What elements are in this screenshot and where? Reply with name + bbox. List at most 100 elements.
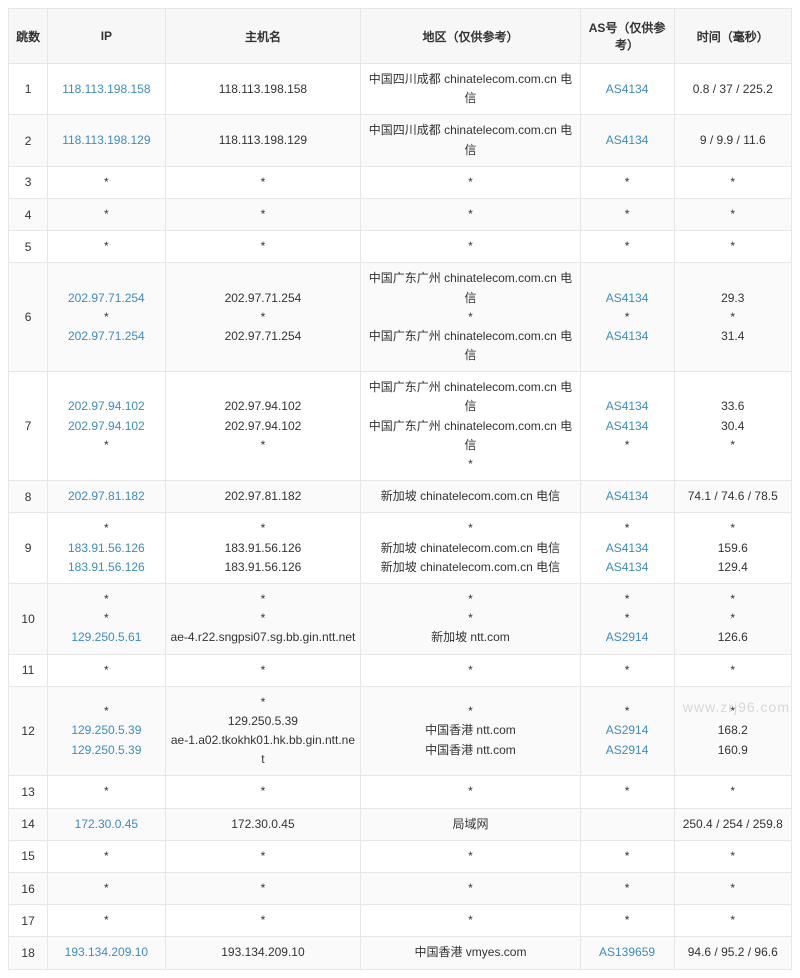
cell-time: *168.2160.9 [674, 686, 791, 776]
cell-as: * [580, 840, 674, 872]
cell-hop: 12 [9, 686, 48, 776]
as-value[interactable]: AS4134 [585, 558, 670, 577]
region-value: 中国香港 ntt.com [365, 741, 575, 760]
ip-value[interactable]: 202.97.94.102 [52, 397, 160, 416]
ip-value[interactable]: 202.97.71.254 [52, 289, 160, 308]
cell-region: **新加坡 ntt.com [361, 583, 580, 654]
ip-value[interactable]: 183.91.56.126 [52, 558, 160, 577]
cell-host: * [165, 231, 361, 263]
ip-value[interactable]: 129.250.5.39 [52, 721, 160, 740]
as-value[interactable]: AS2914 [585, 721, 670, 740]
col-as: AS号（仅供参考） [580, 9, 674, 64]
time-value: 94.6 / 95.2 / 96.6 [679, 943, 787, 962]
cell-hop: 9 [9, 513, 48, 584]
host-value: 202.97.94.102 [170, 417, 357, 436]
ip-value[interactable]: 202.97.71.254 [52, 327, 160, 346]
region-value: 中国四川成都 chinatelecom.com.cn 电信 [365, 121, 575, 159]
time-value: * [679, 519, 787, 538]
region-value: * [365, 205, 575, 224]
as-value[interactable]: AS4134 [585, 397, 670, 416]
host-value: 118.113.198.129 [170, 131, 357, 150]
as-value[interactable]: AS4134 [585, 487, 670, 506]
cell-as: AS4134 [580, 115, 674, 166]
cell-region: * [361, 231, 580, 263]
cell-time: * [674, 166, 791, 198]
cell-hop: 17 [9, 905, 48, 937]
ip-value[interactable]: 202.97.94.102 [52, 417, 160, 436]
as-value[interactable]: AS4134 [585, 417, 670, 436]
table-row: 6202.97.71.254*202.97.71.254202.97.71.25… [9, 263, 792, 372]
cell-hop: 15 [9, 840, 48, 872]
time-value: * [679, 879, 787, 898]
region-value: * [365, 847, 575, 866]
as-value[interactable]: AS4134 [585, 539, 670, 558]
host-value: * [170, 609, 357, 628]
cell-hop: 16 [9, 873, 48, 905]
as-value[interactable]: AS2914 [585, 741, 670, 760]
host-value: * [170, 173, 357, 192]
as-value: * [585, 308, 670, 327]
host-value: * [170, 590, 357, 609]
ip-value[interactable]: 129.250.5.61 [52, 628, 160, 647]
as-value[interactable]: AS4134 [585, 289, 670, 308]
cell-ip: 202.97.94.102202.97.94.102* [48, 372, 165, 481]
cell-ip: * [48, 231, 165, 263]
region-value: * [365, 237, 575, 256]
cell-host: **ae-4.r22.sngpsi07.sg.bb.gin.ntt.net [165, 583, 361, 654]
cell-time: * [674, 776, 791, 808]
region-value: 局域网 [365, 815, 575, 834]
time-value: 126.6 [679, 628, 787, 647]
as-value: * [585, 436, 670, 455]
host-value: * [170, 782, 357, 801]
cell-ip: **129.250.5.61 [48, 583, 165, 654]
time-value: 30.4 [679, 417, 787, 436]
cell-region: *新加坡 chinatelecom.com.cn 电信新加坡 chinatele… [361, 513, 580, 584]
ip-value[interactable]: 183.91.56.126 [52, 539, 160, 558]
region-value: 中国广东广州 chinatelecom.com.cn 电信 [365, 417, 575, 455]
time-value: 0.8 / 37 / 225.2 [679, 80, 787, 99]
table-row: 2118.113.198.129118.113.198.129中国四川成都 ch… [9, 115, 792, 166]
time-value: * [679, 173, 787, 192]
as-value[interactable]: AS4134 [585, 327, 670, 346]
host-value: * [170, 308, 357, 327]
region-value: 中国广东广州 chinatelecom.com.cn 电信 [365, 269, 575, 307]
time-value: * [679, 205, 787, 224]
ip-value: * [52, 661, 160, 680]
cell-host: * [165, 905, 361, 937]
ip-value[interactable]: 118.113.198.158 [52, 80, 160, 99]
region-value: * [365, 782, 575, 801]
as-value[interactable]: AS2914 [585, 628, 670, 647]
as-value[interactable]: AS4134 [585, 80, 670, 99]
region-value: 中国香港 vmyes.com [365, 943, 575, 962]
time-value: 250.4 / 254 / 259.8 [679, 815, 787, 834]
as-value[interactable]: AS139659 [585, 943, 670, 962]
as-value: * [585, 173, 670, 192]
as-value: * [585, 702, 670, 721]
host-value: ae-1.a02.tkokhk01.hk.bb.gin.ntt.net [170, 731, 357, 769]
ip-value: * [52, 911, 160, 930]
ip-value[interactable]: 172.30.0.45 [52, 815, 160, 834]
as-value: * [585, 609, 670, 628]
cell-ip: 193.134.209.10 [48, 937, 165, 969]
time-value: 29.3 [679, 289, 787, 308]
region-value: * [365, 661, 575, 680]
ip-value[interactable]: 202.97.81.182 [52, 487, 160, 506]
as-value[interactable]: AS4134 [585, 131, 670, 150]
time-value: * [679, 702, 787, 721]
ip-value: * [52, 782, 160, 801]
table-row: 11***** [9, 654, 792, 686]
region-value: 新加坡 ntt.com [365, 628, 575, 647]
cell-time: **126.6 [674, 583, 791, 654]
cell-host: * [165, 776, 361, 808]
cell-hop: 8 [9, 481, 48, 513]
region-value: 新加坡 chinatelecom.com.cn 电信 [365, 539, 575, 558]
ip-value[interactable]: 129.250.5.39 [52, 741, 160, 760]
cell-time: * [674, 654, 791, 686]
as-value: * [585, 911, 670, 930]
host-value: 193.134.209.10 [170, 943, 357, 962]
ip-value[interactable]: 193.134.209.10 [52, 943, 160, 962]
cell-ip: * [48, 776, 165, 808]
region-value: 中国四川成都 chinatelecom.com.cn 电信 [365, 70, 575, 108]
ip-value[interactable]: 118.113.198.129 [52, 131, 160, 150]
ip-value: * [52, 436, 160, 455]
